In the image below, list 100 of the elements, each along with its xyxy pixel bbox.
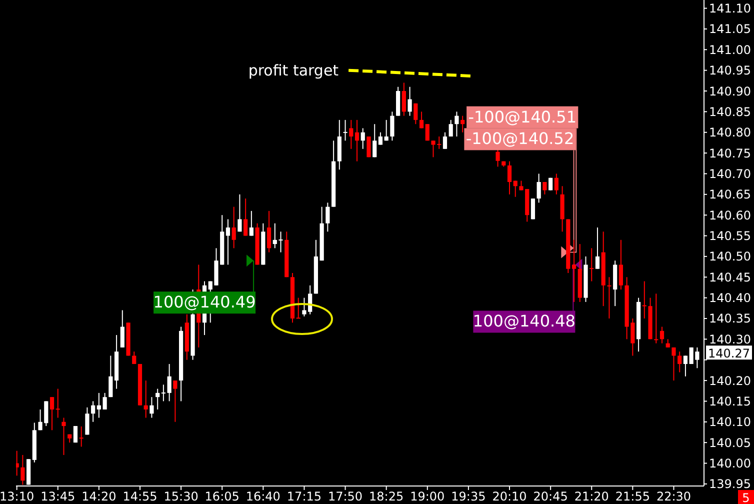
candlestick <box>425 124 430 142</box>
y-tick-label: 140.55 <box>709 229 751 244</box>
y-tick-label: 140.95 <box>709 64 751 78</box>
x-tick-label: 17:50 <box>328 490 363 504</box>
candlestick <box>513 180 518 198</box>
candlestick <box>132 351 136 364</box>
candlestick <box>226 218 230 266</box>
candlestick <box>660 326 664 344</box>
candlestick <box>507 160 512 195</box>
candlestick <box>326 202 330 232</box>
candlestick <box>108 355 113 398</box>
candlestick <box>102 392 107 410</box>
y-tick-label: 140.05 <box>709 436 751 450</box>
y-tick-label: 140.15 <box>709 394 751 408</box>
candlestick <box>642 280 646 319</box>
x-tick-label: 15:30 <box>164 490 198 504</box>
candlestick <box>173 380 178 422</box>
x-tick-label: 14:55 <box>122 490 158 504</box>
candlestick <box>156 388 160 410</box>
candlestick <box>442 132 448 150</box>
x-tick-label: 20:45 <box>533 490 568 504</box>
candlestick <box>79 426 84 448</box>
candlestick <box>144 380 148 418</box>
candlestick <box>595 226 600 270</box>
text: 5 <box>742 491 750 504</box>
candlestick <box>91 400 96 422</box>
y-tick-label: 140.10 <box>709 415 751 430</box>
candlestick <box>161 384 166 402</box>
candlestick <box>372 124 377 158</box>
candlestick <box>496 148 500 168</box>
x-tick-label: 22:30 <box>656 490 692 504</box>
candlestick <box>167 363 172 402</box>
y-tick-label: 140.00 <box>709 456 751 471</box>
x-tick-label: 17:15 <box>286 490 322 504</box>
y-tick-label: 140.85 <box>709 104 751 119</box>
candlestick <box>50 396 54 431</box>
candlestick <box>607 276 612 319</box>
y-tick-label: 140.35 <box>709 312 751 326</box>
candlestick <box>73 426 78 444</box>
candlestick <box>654 293 658 344</box>
candlestick <box>56 388 60 418</box>
y-tick-label: 140.75 <box>709 146 751 160</box>
x-tick-label: 19:00 <box>410 490 445 504</box>
y-tick-label: 140.45 <box>709 270 751 284</box>
annotation: -100@140.52 <box>466 129 574 148</box>
candlestick <box>402 82 406 116</box>
candlestick <box>672 346 676 382</box>
candlestick <box>460 115 465 133</box>
candlestick <box>554 173 558 195</box>
candlestick <box>683 355 688 377</box>
annotation: 140.27 <box>708 346 750 361</box>
candlestick <box>343 119 348 142</box>
candlestick <box>244 198 248 236</box>
x-tick-label: 18:25 <box>369 490 404 504</box>
y-tick-label: 140.40 <box>709 291 751 306</box>
candlestick <box>354 119 360 162</box>
candlestick <box>20 454 25 486</box>
candlestick <box>232 206 236 249</box>
y-tick-label: 140.60 <box>709 208 751 222</box>
candlestick <box>530 198 536 220</box>
candlestick <box>408 86 412 116</box>
x-tick-label: 16:05 <box>204 490 240 504</box>
candlestick <box>238 194 242 232</box>
y-tick-label: 140.30 <box>709 332 751 346</box>
candlestick <box>414 102 418 125</box>
candlestick <box>590 248 594 282</box>
candlestick <box>618 239 623 290</box>
annotation: 100@140.49 <box>153 292 256 312</box>
candlestick <box>419 111 424 129</box>
candlestick <box>542 181 547 195</box>
y-tick-label: 141.10 <box>709 2 751 16</box>
y-tick-label: 141.00 <box>709 42 751 57</box>
y-tick-label: 140.20 <box>709 374 751 388</box>
y-tick-label: 140.70 <box>709 166 751 181</box>
y-tick-label: 140.50 <box>709 250 751 264</box>
y-tick-label: 140.90 <box>709 84 751 98</box>
x-tick-label: 21:55 <box>615 490 650 504</box>
candlestick <box>296 297 300 319</box>
candlestick <box>448 119 453 137</box>
candlestick <box>384 119 388 142</box>
x-tick-label: 14:20 <box>82 490 116 504</box>
candlestick <box>120 310 124 348</box>
candlestick <box>454 111 459 137</box>
candlestick <box>62 417 66 456</box>
y-tick-label: 139.95 <box>709 477 751 492</box>
y-tick-label: 140.65 <box>709 188 751 202</box>
candlestick <box>150 396 154 418</box>
annotation: -100@140.51 <box>468 107 577 126</box>
candlestick <box>378 132 383 146</box>
x-tick-label: 16:40 <box>246 490 280 504</box>
candlestick <box>390 111 394 142</box>
candlestick <box>360 128 365 150</box>
series-label: profit target <box>248 61 339 80</box>
x-tick-label: 21:20 <box>574 490 609 504</box>
candlestick <box>349 119 354 150</box>
y-tick-label: 140.80 <box>709 126 751 140</box>
x-tick-label: 19:35 <box>451 490 486 504</box>
candlestick <box>266 210 272 253</box>
x-tick-label: 13:45 <box>40 490 76 504</box>
candlestick <box>678 351 682 373</box>
